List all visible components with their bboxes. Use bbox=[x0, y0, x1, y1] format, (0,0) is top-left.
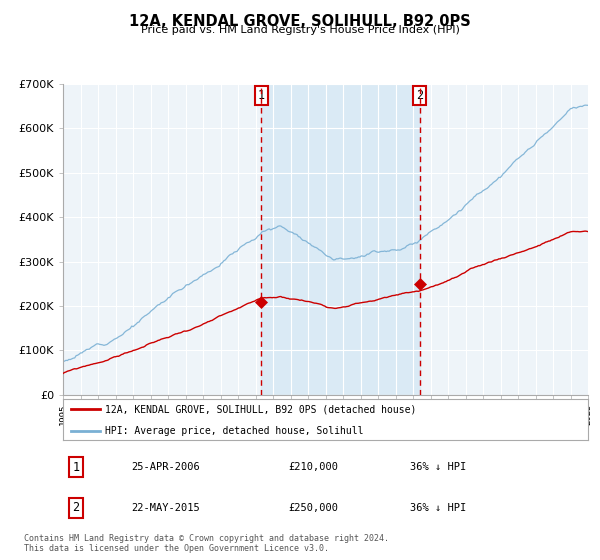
Text: 2: 2 bbox=[73, 501, 80, 515]
Text: £210,000: £210,000 bbox=[289, 462, 339, 472]
Text: 36% ↓ HPI: 36% ↓ HPI bbox=[409, 503, 466, 513]
Text: 1: 1 bbox=[73, 460, 80, 474]
Text: 36% ↓ HPI: 36% ↓ HPI bbox=[409, 462, 466, 472]
Text: Price paid vs. HM Land Registry's House Price Index (HPI): Price paid vs. HM Land Registry's House … bbox=[140, 25, 460, 35]
Bar bbox=[261, 84, 419, 395]
Text: 12A, KENDAL GROVE, SOLIHULL, B92 0PS (detached house): 12A, KENDAL GROVE, SOLIHULL, B92 0PS (de… bbox=[105, 404, 416, 414]
Text: 2: 2 bbox=[416, 88, 423, 102]
Text: HPI: Average price, detached house, Solihull: HPI: Average price, detached house, Soli… bbox=[105, 426, 364, 436]
Text: 25-APR-2006: 25-APR-2006 bbox=[131, 462, 200, 472]
Text: 22-MAY-2015: 22-MAY-2015 bbox=[131, 503, 200, 513]
Text: 1: 1 bbox=[257, 88, 265, 102]
Text: 12A, KENDAL GROVE, SOLIHULL, B92 0PS: 12A, KENDAL GROVE, SOLIHULL, B92 0PS bbox=[129, 14, 471, 29]
Text: £250,000: £250,000 bbox=[289, 503, 339, 513]
Text: Contains HM Land Registry data © Crown copyright and database right 2024.
This d: Contains HM Land Registry data © Crown c… bbox=[24, 534, 389, 553]
